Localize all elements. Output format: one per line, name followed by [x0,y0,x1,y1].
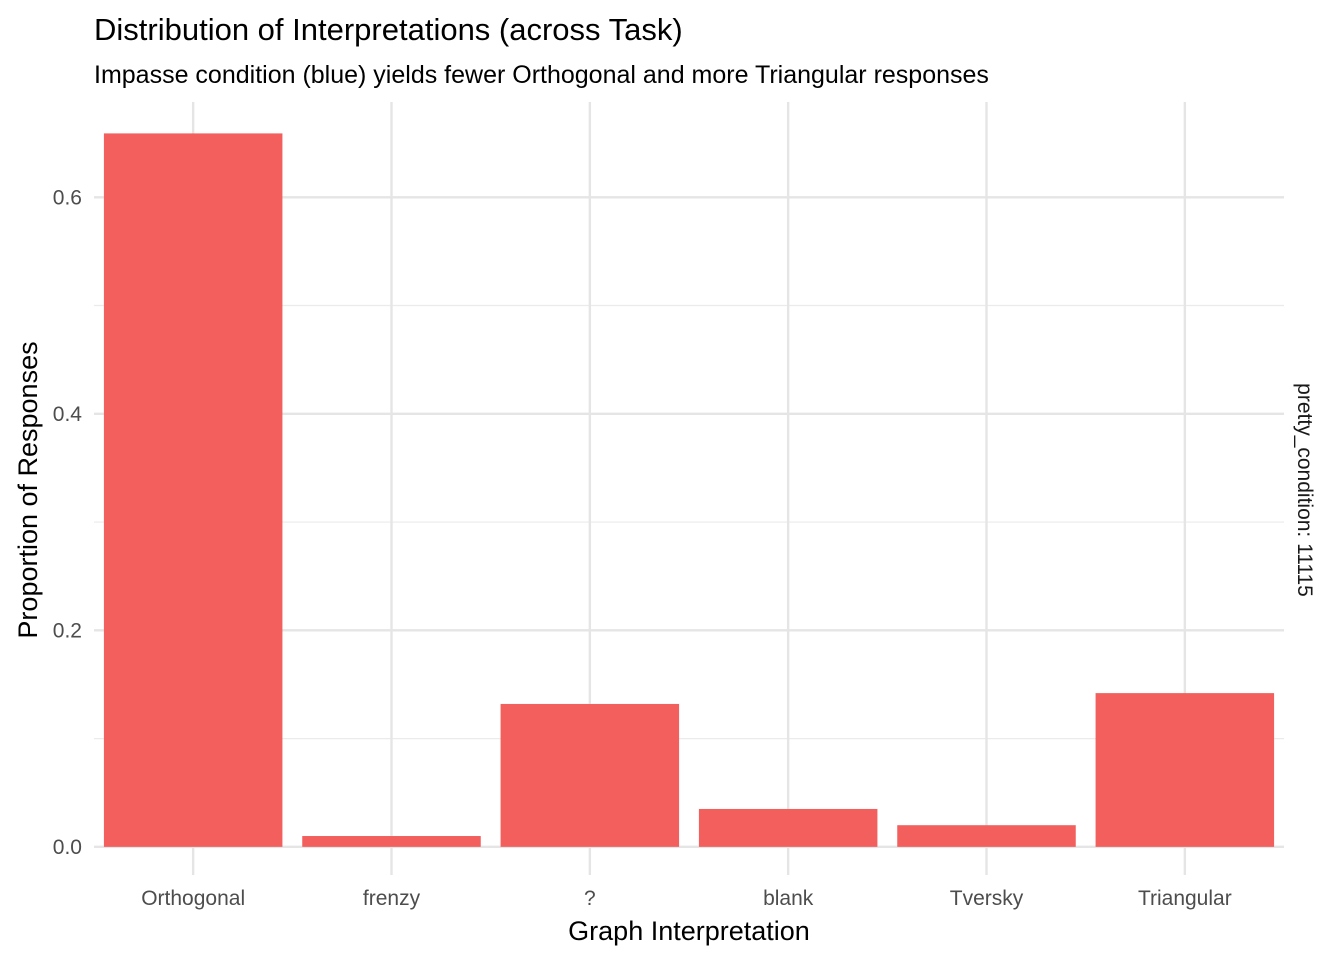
bar-0 [103,133,283,847]
bar-1 [302,836,481,847]
bars-layer [103,133,1275,847]
chart-subtitle: Impasse condition (blue) yields fewer Or… [94,61,989,89]
bar-5 [1095,693,1275,847]
x-tick-labels: Orthogonal frenzy? blank Tversky Triangular [141,887,1232,910]
x-tick-label: frenzy [363,887,421,910]
bar-2 [500,703,680,847]
y-tick-labels: 0.0 0.2 0.4 0.6 [53,186,83,859]
x-tick-label: Triangular [1138,887,1232,910]
y-tick-label: 0.0 [53,836,82,859]
bar-3 [698,808,878,847]
y-tick-label: 0.6 [53,186,82,209]
x-tick-label: ? [584,887,596,910]
x-tick-label: blank [763,887,814,910]
y-axis-title: Proportion of Responses [13,341,43,638]
y-tick-label: 0.2 [53,619,82,642]
y-tick-label: 0.4 [53,403,83,426]
x-tick-label: Tversky [950,887,1024,910]
x-tick-label: Orthogonal [141,887,245,910]
chart-title: Distribution of Interpretations (across … [94,12,683,47]
bar-4 [897,825,1076,847]
x-axis-title: Graph Interpretation [568,916,810,946]
facet-strip-label: pretty_condition: 11115 [1293,383,1316,597]
